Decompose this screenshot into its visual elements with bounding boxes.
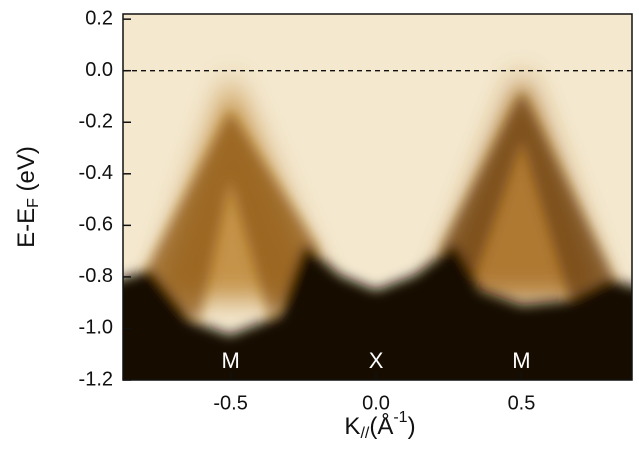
x-tick-label: 0.5 <box>508 392 536 414</box>
y-tick-label: -0.8 <box>79 265 113 287</box>
k-point-label: M <box>221 348 239 373</box>
k-point-label: X <box>369 348 384 373</box>
y-axis-label: E-EF (eV) <box>13 146 42 248</box>
y-tick-label: -1.2 <box>79 368 113 390</box>
y-tick-label: -0.4 <box>79 162 113 184</box>
x-axis-label: K//(Å-1) <box>344 409 415 442</box>
y-tick-label: -0.2 <box>79 111 113 133</box>
x-tick-label: 0.0 <box>362 392 390 414</box>
y-tick-label: 0.2 <box>85 7 113 29</box>
spectrum-image <box>123 14 632 380</box>
y-tick-label: -0.6 <box>79 214 113 236</box>
plot-frame <box>122 13 633 381</box>
k-point-label: M <box>512 348 530 373</box>
y-tick-label: -1.0 <box>79 317 113 339</box>
y-tick-label: 0.0 <box>85 59 113 81</box>
x-tick-label: -0.5 <box>213 392 247 414</box>
